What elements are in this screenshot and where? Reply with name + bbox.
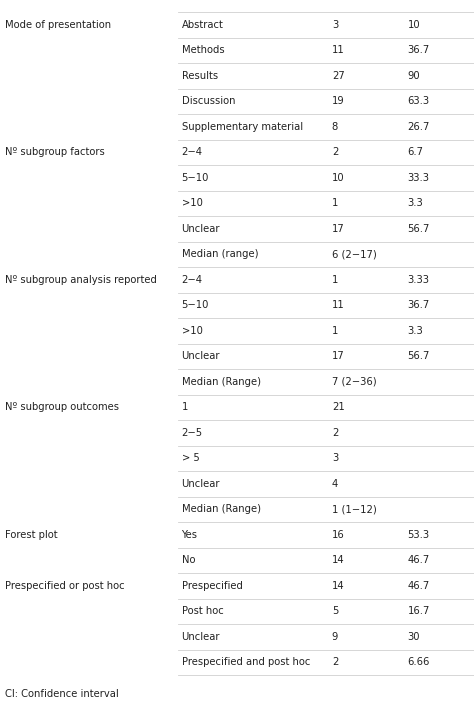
Text: 3: 3 xyxy=(332,453,338,463)
Text: 19: 19 xyxy=(332,96,345,106)
Text: Discussion: Discussion xyxy=(182,96,235,106)
Text: 2−5: 2−5 xyxy=(182,428,203,438)
Text: 26.7: 26.7 xyxy=(408,122,430,132)
Text: 17: 17 xyxy=(332,224,345,234)
Text: 6 (2−17): 6 (2−17) xyxy=(332,249,376,260)
Text: 10: 10 xyxy=(408,19,420,29)
Text: Median (Range): Median (Range) xyxy=(182,377,261,387)
Text: Nº subgroup outcomes: Nº subgroup outcomes xyxy=(5,402,119,412)
Text: Unclear: Unclear xyxy=(182,352,220,361)
Text: 5−10: 5−10 xyxy=(182,301,209,311)
Text: 1: 1 xyxy=(332,198,338,209)
Text: 16.7: 16.7 xyxy=(408,606,430,616)
Text: Methods: Methods xyxy=(182,45,224,55)
Text: Mode of presentation: Mode of presentation xyxy=(5,19,111,29)
Text: 27: 27 xyxy=(332,70,345,81)
Text: 17: 17 xyxy=(332,352,345,361)
Text: 11: 11 xyxy=(332,45,345,55)
Text: Prespecified: Prespecified xyxy=(182,581,242,591)
Text: 2−4: 2−4 xyxy=(182,275,202,285)
Text: 2: 2 xyxy=(332,428,338,438)
Text: 1: 1 xyxy=(182,402,188,412)
Text: 56.7: 56.7 xyxy=(408,224,430,234)
Text: 6.7: 6.7 xyxy=(408,147,424,157)
Text: 3.3: 3.3 xyxy=(408,326,423,336)
Text: 53.3: 53.3 xyxy=(408,530,430,540)
Text: Supplementary material: Supplementary material xyxy=(182,122,303,132)
Text: >10: >10 xyxy=(182,326,202,336)
Text: 1: 1 xyxy=(332,275,338,285)
Text: 7 (2−36): 7 (2−36) xyxy=(332,377,376,387)
Text: Nº subgroup analysis reported: Nº subgroup analysis reported xyxy=(5,275,156,285)
Text: Unclear: Unclear xyxy=(182,224,220,234)
Text: 10: 10 xyxy=(332,173,345,183)
Text: 21: 21 xyxy=(332,402,345,412)
Text: Forest plot: Forest plot xyxy=(5,530,57,540)
Text: 2: 2 xyxy=(332,657,338,667)
Text: 2: 2 xyxy=(332,147,338,157)
Text: 90: 90 xyxy=(408,70,420,81)
Text: 14: 14 xyxy=(332,581,345,591)
Text: 14: 14 xyxy=(332,555,345,565)
Text: Median (range): Median (range) xyxy=(182,249,258,260)
Text: 4: 4 xyxy=(332,479,338,489)
Text: 8: 8 xyxy=(332,122,338,132)
Text: 33.3: 33.3 xyxy=(408,173,429,183)
Text: 1: 1 xyxy=(332,326,338,336)
Text: Post hoc: Post hoc xyxy=(182,606,223,616)
Text: 30: 30 xyxy=(408,632,420,642)
Text: Yes: Yes xyxy=(182,530,198,540)
Text: 46.7: 46.7 xyxy=(408,555,430,565)
Text: Prespecified or post hoc: Prespecified or post hoc xyxy=(5,581,124,591)
Text: 3: 3 xyxy=(332,19,338,29)
Text: 56.7: 56.7 xyxy=(408,352,430,361)
Text: 2−4: 2−4 xyxy=(182,147,202,157)
Text: Abstract: Abstract xyxy=(182,19,223,29)
Text: CI: Confidence interval: CI: Confidence interval xyxy=(5,689,118,699)
Text: 1 (1−12): 1 (1−12) xyxy=(332,504,376,514)
Text: 11: 11 xyxy=(332,301,345,311)
Text: Unclear: Unclear xyxy=(182,479,220,489)
Text: 46.7: 46.7 xyxy=(408,581,430,591)
Text: 5: 5 xyxy=(332,606,338,616)
Text: >10: >10 xyxy=(182,198,202,209)
Text: Nº subgroup factors: Nº subgroup factors xyxy=(5,147,104,157)
Text: 3.3: 3.3 xyxy=(408,198,423,209)
Text: No: No xyxy=(182,555,195,565)
Text: > 5: > 5 xyxy=(182,453,199,463)
Text: 9: 9 xyxy=(332,632,338,642)
Text: 36.7: 36.7 xyxy=(408,45,430,55)
Text: 5−10: 5−10 xyxy=(182,173,209,183)
Text: Unclear: Unclear xyxy=(182,632,220,642)
Text: Median (Range): Median (Range) xyxy=(182,504,261,514)
Text: 36.7: 36.7 xyxy=(408,301,430,311)
Text: Prespecified and post hoc: Prespecified and post hoc xyxy=(182,657,310,667)
Text: 6.66: 6.66 xyxy=(408,657,430,667)
Text: Results: Results xyxy=(182,70,218,81)
Text: 16: 16 xyxy=(332,530,345,540)
Text: 63.3: 63.3 xyxy=(408,96,430,106)
Text: 3.33: 3.33 xyxy=(408,275,429,285)
